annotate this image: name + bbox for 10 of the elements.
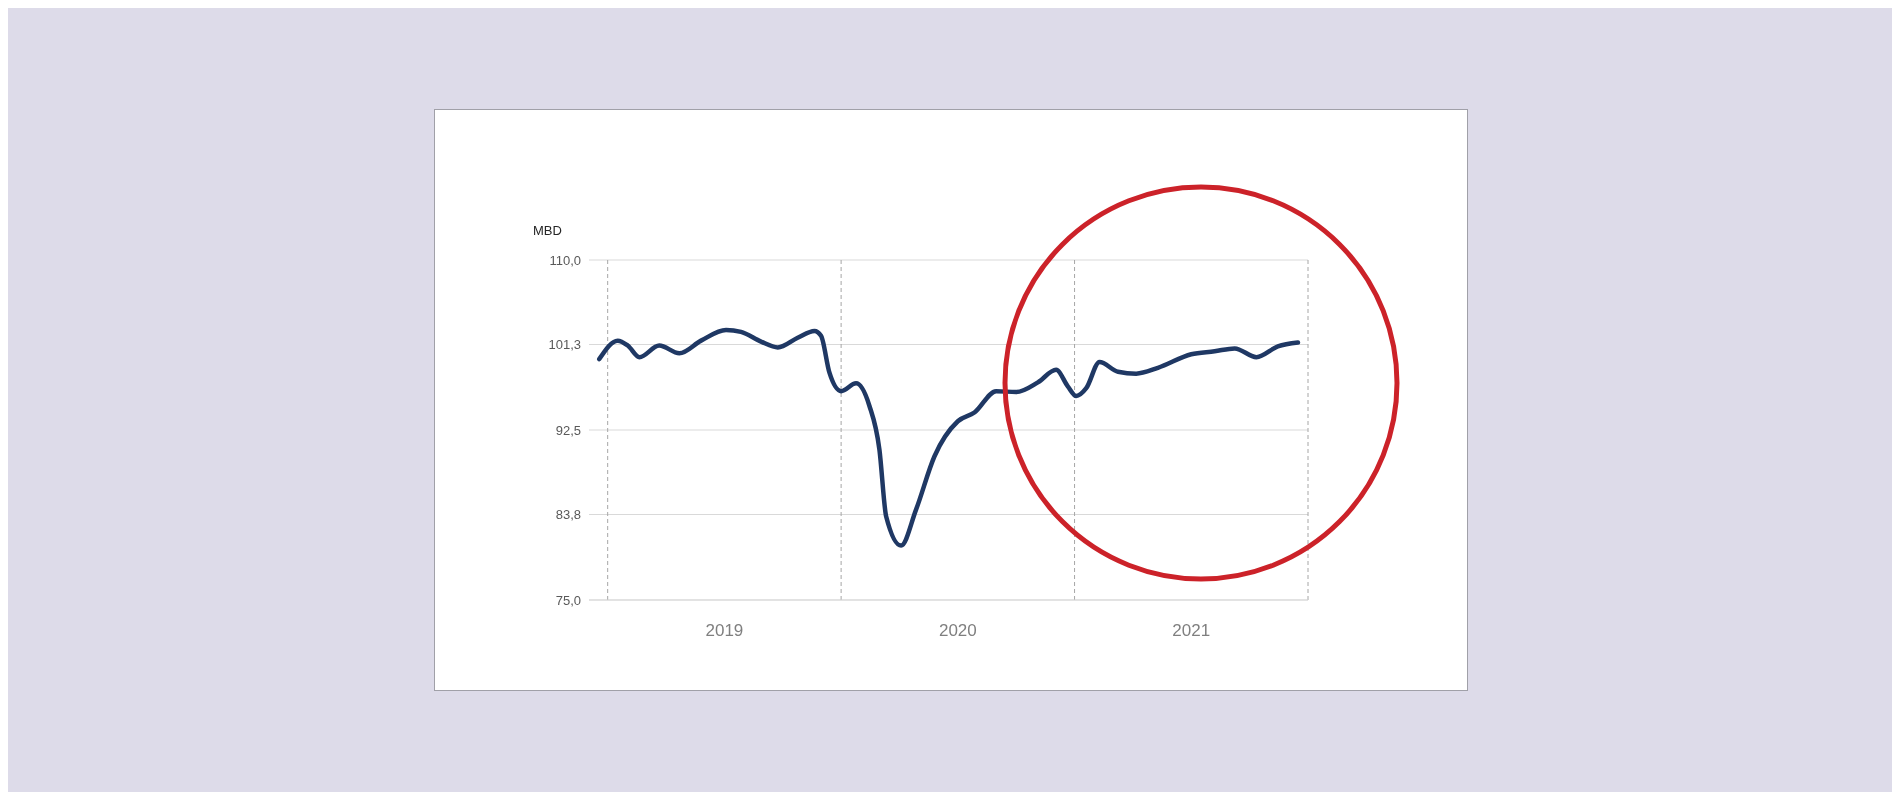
y-axis-title: MBD (533, 223, 562, 238)
line-series (597, 327, 1301, 548)
x-tick-label: 2019 (705, 621, 744, 641)
y-tick-label: 110,0 (549, 252, 581, 268)
y-tick-label: 101,3 (548, 337, 581, 353)
y-tick-label: 75,0 (555, 592, 581, 608)
x-tick-label: 2021 (1172, 621, 1211, 641)
y-tick-label: 83,8 (555, 507, 581, 523)
y-tick-label: 92,5 (555, 422, 581, 438)
x-tick-label: 2020 (938, 621, 977, 641)
